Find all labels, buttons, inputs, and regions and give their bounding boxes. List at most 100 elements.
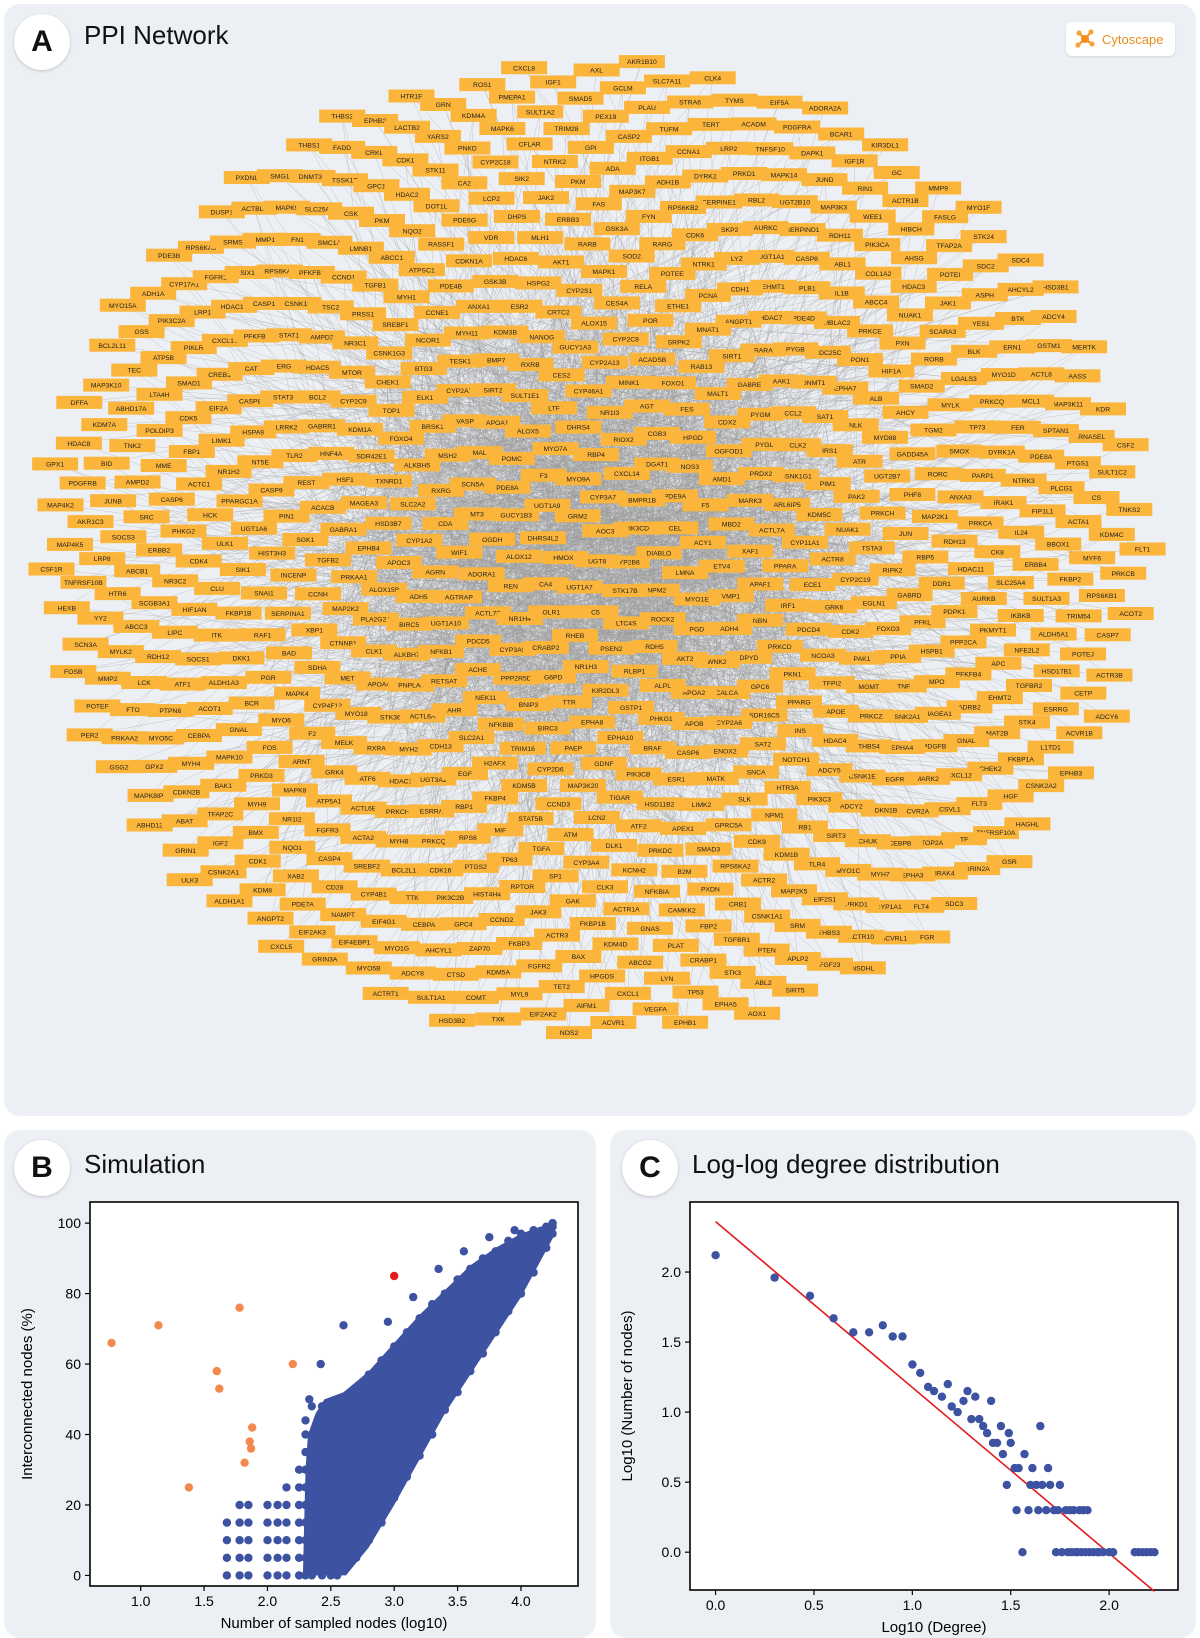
network-node: HIST3H3 bbox=[249, 546, 296, 560]
network-node-box bbox=[97, 645, 144, 659]
network-node: LTA4H bbox=[136, 387, 183, 401]
network-node-box bbox=[698, 559, 745, 573]
network-node-box bbox=[448, 731, 495, 745]
network-node-label: MAP4K2 bbox=[47, 503, 74, 510]
network-node-box bbox=[848, 709, 895, 723]
network-node: HNF4A bbox=[308, 446, 355, 460]
network-node-box bbox=[304, 823, 351, 837]
network-node-label: CYP1A1 bbox=[876, 904, 902, 911]
network-node-label: APEX1 bbox=[672, 826, 694, 833]
network-node-label: MYO15A bbox=[109, 303, 137, 310]
network-node-label: H2AFX bbox=[484, 761, 506, 768]
network-node-label: LTF bbox=[548, 405, 560, 412]
network-node-box bbox=[455, 299, 502, 313]
network-node: ADH1B bbox=[644, 175, 691, 189]
network-node-box bbox=[689, 71, 736, 85]
network-node-box bbox=[550, 741, 597, 755]
network-node: PGD bbox=[673, 622, 720, 636]
network-node: NCOR1 bbox=[404, 333, 451, 347]
network-node-label: RORC bbox=[928, 471, 948, 478]
scatter-point bbox=[1083, 1506, 1092, 1515]
network-node-box bbox=[748, 523, 795, 537]
network-node: MAGEA3 bbox=[341, 496, 387, 510]
network-node-box bbox=[345, 961, 392, 975]
network-node: RAF1 bbox=[239, 628, 286, 642]
network-node: AASS bbox=[1054, 369, 1101, 383]
network-node: CYP4B1 bbox=[350, 887, 397, 901]
network-node-label: FKBP1B bbox=[580, 921, 607, 928]
network-node: APAF1 bbox=[737, 577, 784, 591]
network-node-label: PRKAA1 bbox=[341, 574, 368, 581]
network-node-box bbox=[1100, 566, 1147, 580]
network-node-box bbox=[507, 812, 554, 826]
network-node: CDK4 bbox=[175, 554, 222, 568]
network-node-box bbox=[308, 446, 355, 460]
scatter-point bbox=[440, 1370, 450, 1379]
network-node: GRIN3A bbox=[301, 952, 348, 966]
network-node: RHEB bbox=[551, 628, 598, 642]
network-node-box bbox=[56, 395, 103, 409]
network-node-label: CXCL12 bbox=[946, 772, 972, 779]
network-node: ACVR1 bbox=[590, 1016, 637, 1029]
network-node: ATR bbox=[836, 454, 883, 468]
network-node: PDGFRA bbox=[774, 120, 821, 134]
network-node-box bbox=[427, 891, 474, 904]
network-node-box bbox=[606, 375, 652, 389]
network-node: ERBB4 bbox=[1012, 557, 1059, 571]
network-node-box bbox=[546, 695, 593, 709]
scatter-point bbox=[504, 1282, 513, 1291]
network-node: PDPK1 bbox=[931, 605, 978, 619]
network-node-label: GRIN1 bbox=[175, 848, 196, 855]
network-node-label: PRKDC bbox=[649, 848, 673, 855]
network-node-box bbox=[958, 316, 1004, 330]
network-node-box bbox=[910, 423, 957, 437]
network-node-label: RPTOR bbox=[510, 884, 534, 891]
network-node-label: SLC2A2 bbox=[400, 501, 426, 508]
network-node-box bbox=[761, 168, 807, 182]
network-node: EIF2AK3 bbox=[289, 925, 336, 939]
network-node-label: CDK16 bbox=[429, 868, 451, 875]
scatter-point bbox=[235, 1536, 244, 1545]
network-node-box bbox=[555, 950, 602, 963]
network-node: CDKN1A bbox=[446, 254, 492, 268]
x-tick-label: 2.5 bbox=[321, 1593, 341, 1609]
x-tick-label: 1.0 bbox=[903, 1597, 923, 1613]
network-node-box bbox=[582, 683, 629, 697]
network-node: CAMKK2 bbox=[658, 903, 705, 917]
network-node-box bbox=[919, 324, 966, 338]
network-node: CXCL8 bbox=[501, 61, 548, 75]
network-node-label: AMPD3 bbox=[310, 335, 334, 342]
network-node: SMAD2 bbox=[898, 379, 945, 393]
network-node-label: CCND3 bbox=[547, 801, 571, 808]
scatter-point bbox=[317, 1402, 327, 1411]
network-node-box bbox=[527, 762, 574, 776]
network-node: IKBKB bbox=[997, 609, 1044, 622]
network-node-label: BMX bbox=[248, 830, 263, 837]
network-node-label: CHEK1 bbox=[376, 380, 399, 387]
network-node-label: APLP2 bbox=[787, 956, 808, 963]
network-node-label: PPARG bbox=[787, 700, 810, 707]
network-node-label: LMNA bbox=[676, 570, 695, 577]
network-node-label: ALKBH7 bbox=[394, 652, 420, 659]
network-node: ACOT2 bbox=[1107, 607, 1154, 620]
network-node: PDE4B bbox=[427, 279, 474, 293]
network-node: SRC bbox=[123, 510, 170, 524]
network-node-box bbox=[831, 154, 878, 168]
network-node-label: MT3 bbox=[470, 512, 484, 519]
network-node-box bbox=[398, 263, 445, 277]
network-node-box bbox=[809, 552, 856, 566]
network-node-label: GPI bbox=[585, 145, 597, 152]
network-node-label: RBL2 bbox=[748, 198, 765, 205]
network-node-label: RELA bbox=[634, 284, 652, 291]
network-node: PRKAA1 bbox=[331, 570, 378, 584]
degree-plot-area bbox=[689, 1201, 1179, 1591]
network-node-label: GSS bbox=[134, 329, 149, 336]
scatter-point bbox=[1012, 1506, 1021, 1515]
network-node-label: CDH1 bbox=[731, 287, 750, 294]
network-node: SIK2 bbox=[498, 172, 545, 186]
network-node: SOCS1 bbox=[175, 652, 222, 666]
network-node-label: UGT2B7 bbox=[874, 474, 901, 481]
network-node: ACTRT1 bbox=[362, 986, 409, 1000]
network-node: SCN5A bbox=[449, 477, 496, 491]
scatter-point bbox=[428, 1300, 437, 1309]
